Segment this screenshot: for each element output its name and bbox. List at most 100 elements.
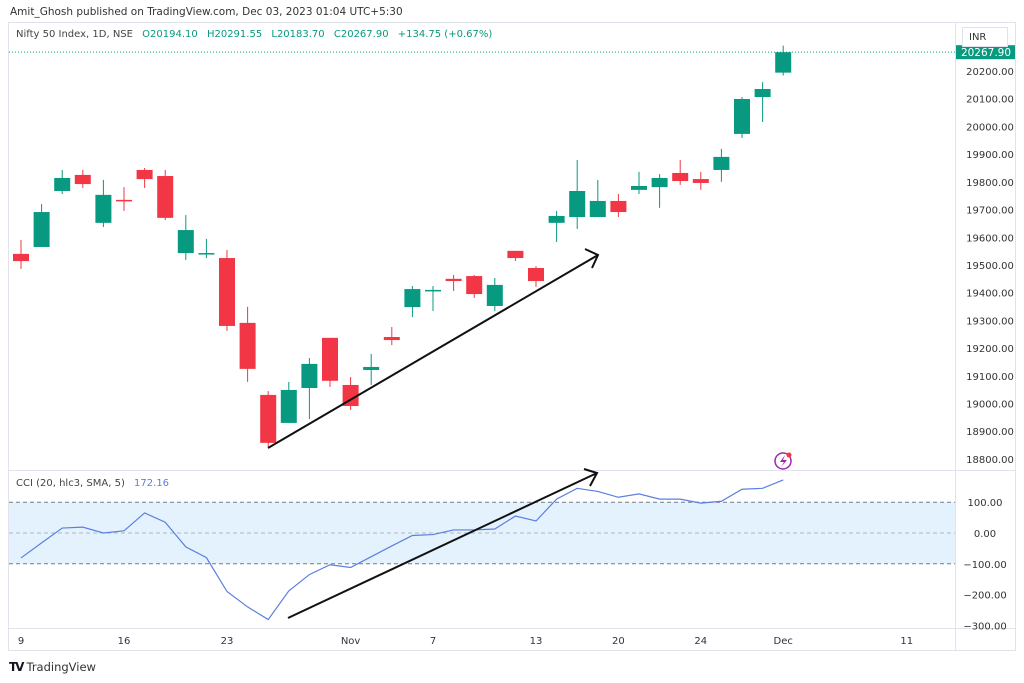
candles-group — [13, 45, 792, 448]
candle-body — [507, 250, 524, 259]
candle-body — [198, 253, 215, 255]
candle-body — [775, 52, 792, 73]
cci-trendline-arrow[interactable] — [287, 468, 599, 619]
candle-body — [177, 230, 194, 254]
candle-up — [548, 210, 565, 242]
tradingview-logo-icon: TV — [9, 660, 25, 674]
candle-down — [342, 376, 359, 410]
price-tick-label: 19100.00 — [966, 372, 1014, 383]
cci-tick-label: 0.00 — [974, 529, 996, 540]
candle-body — [672, 172, 689, 182]
low-value: L20183.70 — [271, 29, 325, 40]
candle-body — [466, 276, 483, 295]
candle-body — [383, 337, 400, 341]
publish-info: Amit_Ghosh published on TradingView.com,… — [10, 6, 403, 18]
cci-tick-label: 100.00 — [968, 498, 1003, 509]
tradingview-logo[interactable]: TV TradingView — [9, 660, 96, 674]
candle-down — [157, 169, 174, 221]
close-value: C20267.90 — [333, 29, 389, 40]
high-value: H20291.55 — [206, 29, 263, 40]
candle-up — [280, 381, 297, 423]
cci-tick-label: −300.00 — [963, 621, 1006, 632]
price-tick-label: 19400.00 — [966, 289, 1014, 300]
cci-tick-label: −200.00 — [963, 591, 1006, 602]
candle-down — [445, 274, 462, 292]
candle-body — [116, 199, 132, 202]
cci-legend: CCI (20, hlc3, SMA, 5) 172.16 — [16, 478, 169, 489]
symbol-name[interactable]: Nifty 50 Index, 1D, NSE — [16, 29, 133, 40]
candle-body — [342, 384, 359, 407]
price-tick-label: 19900.00 — [966, 150, 1014, 161]
last-price-label-box — [956, 45, 1015, 60]
cci-line — [20, 479, 784, 621]
candle-down — [507, 250, 524, 262]
time-tick-label: 7 — [430, 636, 436, 647]
price-tick-label: 19700.00 — [966, 206, 1014, 217]
symbol-legend: Nifty 50 Index, 1D, NSE O20194.10 H20291… — [16, 29, 492, 40]
price-trendline-arrow[interactable] — [267, 248, 600, 449]
candle-body — [280, 389, 297, 423]
tradingview-brand: TradingView — [26, 660, 96, 674]
candle-body — [239, 322, 256, 369]
candle-down — [322, 337, 338, 387]
candle-up — [713, 148, 730, 182]
candle-down — [466, 274, 483, 298]
candle-up — [95, 179, 112, 228]
candle-body — [589, 200, 606, 218]
candle-body — [528, 268, 544, 282]
candle-body — [13, 253, 29, 262]
chart-frame — [8, 22, 1016, 651]
candle-down — [260, 391, 277, 448]
candle-body — [425, 289, 441, 292]
candle-body — [301, 363, 318, 389]
candle-down — [74, 169, 91, 188]
candle-up — [754, 82, 771, 122]
price-tick-label: 18900.00 — [966, 427, 1014, 438]
candle-up — [33, 204, 50, 247]
candle-down — [136, 167, 153, 188]
candle-body — [157, 176, 174, 218]
candle-down — [610, 194, 627, 218]
price-tick-label: 19200.00 — [966, 344, 1014, 355]
time-tick-label: 23 — [221, 636, 234, 647]
candle-body — [54, 177, 71, 191]
candle-body — [713, 156, 730, 170]
time-tick-label: 20 — [612, 636, 625, 647]
candle-body — [631, 185, 647, 190]
price-tick-label: 19600.00 — [966, 233, 1014, 244]
candle-up — [404, 286, 421, 318]
candle-down — [383, 327, 400, 346]
candle-up — [486, 277, 503, 311]
currency-button[interactable]: INR — [962, 27, 1008, 47]
time-tick-label: 11 — [900, 636, 913, 647]
candle-up — [569, 159, 586, 229]
candle-body — [404, 289, 421, 308]
candle-down — [239, 306, 256, 382]
candle-down — [219, 250, 235, 331]
candle-body — [548, 215, 565, 223]
candle-up — [198, 238, 215, 259]
candle-up — [363, 353, 380, 385]
cci-value: 172.16 — [134, 478, 170, 489]
candle-down — [13, 240, 29, 269]
candle-body — [486, 284, 503, 306]
candle-body — [260, 394, 277, 443]
cci-label[interactable]: CCI (20, hlc3, SMA, 5) — [16, 478, 125, 489]
price-tick-label: 20200.00 — [966, 67, 1014, 78]
candle-body — [136, 169, 153, 180]
time-tick-label: 9 — [18, 636, 24, 647]
candle-body — [445, 278, 462, 282]
candle-up — [425, 286, 441, 311]
price-tick-label: 18800.00 — [966, 455, 1014, 466]
last-price-label: 20267.90 — [961, 47, 1011, 59]
price-tick-label: 19800.00 — [966, 178, 1014, 189]
candle-body — [610, 200, 627, 213]
candle-up — [301, 358, 318, 420]
candle-body — [95, 194, 112, 223]
price-tick-label: 19500.00 — [966, 261, 1014, 272]
candle-down — [672, 159, 689, 185]
candle-up — [651, 174, 668, 208]
lightning-icon[interactable] — [774, 452, 792, 470]
candle-body — [651, 177, 668, 188]
